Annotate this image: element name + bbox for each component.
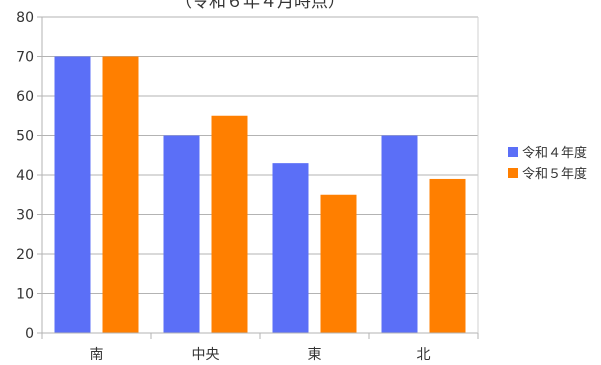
- x-category-label-0: 南: [90, 347, 104, 363]
- bar-東-series-2: [320, 194, 357, 333]
- bars: [54, 56, 466, 333]
- chart-title: （令和６年４月時点）: [175, 0, 345, 12]
- bar-南-series-2: [102, 56, 139, 333]
- legend-label-2: 令和５年度: [522, 166, 587, 182]
- y-tick-label-50: 50: [16, 129, 34, 145]
- y-tick-labels: 0 10 20 30 40 50 60 70 80: [16, 10, 34, 342]
- bar-東-series-1: [272, 163, 309, 333]
- bar-中央-series-1: [163, 135, 200, 333]
- y-tick-label-80: 80: [16, 10, 34, 26]
- bar-北-series-2: [429, 178, 466, 333]
- y-tick-label-10: 10: [16, 287, 34, 303]
- legend-label-1: 令和４年度: [522, 145, 587, 161]
- legend-swatch-2: [508, 168, 518, 178]
- axes: [37, 16, 479, 339]
- x-category-label-1: 中央: [192, 347, 220, 363]
- legend-swatch-1: [508, 147, 518, 157]
- x-category-labels: 南 中央 東 北: [90, 347, 431, 363]
- y-tick-label-60: 60: [16, 89, 34, 105]
- y-tick-label-70: 70: [16, 50, 34, 66]
- y-tick-label-20: 20: [16, 247, 34, 263]
- bar-南-series-1: [54, 56, 91, 333]
- y-tick-label-30: 30: [16, 208, 34, 224]
- y-tick-label-40: 40: [16, 168, 34, 184]
- y-tick-label-0: 0: [25, 326, 34, 342]
- x-category-label-2: 東: [308, 347, 322, 363]
- x-category-label-3: 北: [417, 347, 431, 363]
- bar-中央-series-2: [211, 115, 248, 333]
- bar-北-series-1: [381, 135, 418, 333]
